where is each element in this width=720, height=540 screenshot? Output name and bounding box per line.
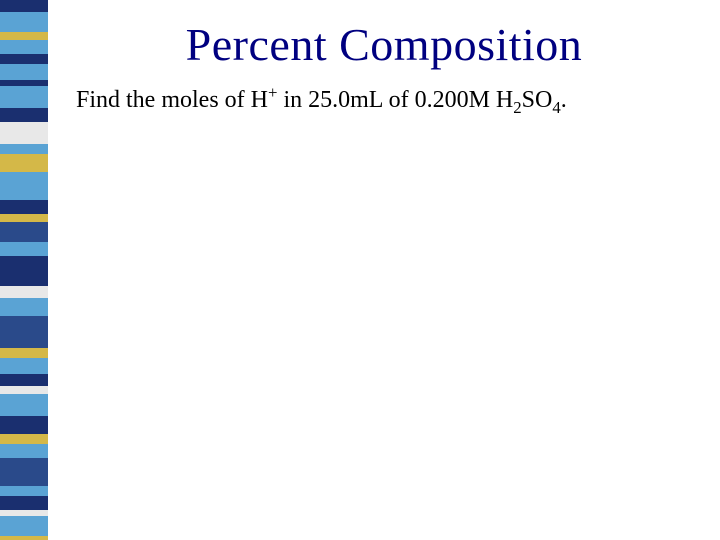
sidebar-stripe: [0, 144, 48, 154]
sidebar-stripe: [0, 516, 48, 536]
slide-title: Percent Composition: [48, 18, 720, 71]
subscript-4: 4: [552, 98, 560, 117]
sidebar-stripe: [0, 434, 48, 444]
body-text-part: .: [561, 87, 567, 113]
sidebar-stripe: [0, 458, 48, 486]
sidebar-stripe: [0, 86, 48, 108]
sidebar-stripe: [0, 200, 48, 214]
sidebar-stripe: [0, 64, 48, 80]
sidebar-stripe: [0, 444, 48, 458]
sidebar-stripe: [0, 374, 48, 386]
sidebar-stripe: [0, 108, 48, 122]
sidebar-stripe: [0, 298, 48, 316]
sidebar-stripe: [0, 486, 48, 496]
sidebar-stripe: [0, 242, 48, 256]
body-text-part: SO: [522, 87, 553, 113]
body-text-part: Find the moles of H: [76, 87, 268, 113]
sidebar-stripe: [0, 348, 48, 358]
sidebar-stripe: [0, 54, 48, 64]
sidebar-stripe: [0, 12, 48, 32]
sidebar-stripe: [0, 316, 48, 348]
slide-body: Find the moles of H+ in 25.0mL of 0.200M…: [48, 85, 720, 116]
sidebar-stripe: [0, 394, 48, 416]
sidebar-stripe: [0, 496, 48, 510]
sidebar-stripe: [0, 40, 48, 54]
subscript-2: 2: [513, 98, 521, 117]
sidebar-stripe: [0, 416, 48, 434]
sidebar-stripe: [0, 214, 48, 222]
sidebar-stripe: [0, 32, 48, 40]
body-text-part: in 25.0mL of 0.200M H: [277, 87, 513, 113]
sidebar-stripe: [0, 0, 48, 12]
sidebar-stripe: [0, 286, 48, 298]
sidebar-stripe: [0, 386, 48, 394]
slide-content: Percent Composition Find the moles of H+…: [48, 0, 720, 540]
sidebar-stripe: [0, 358, 48, 374]
sidebar-stripe: [0, 154, 48, 172]
decorative-sidebar: [0, 0, 48, 540]
sidebar-stripe: [0, 222, 48, 242]
sidebar-stripe: [0, 256, 48, 286]
sidebar-stripe: [0, 536, 48, 540]
sidebar-stripe: [0, 122, 48, 144]
sidebar-stripe: [0, 172, 48, 200]
